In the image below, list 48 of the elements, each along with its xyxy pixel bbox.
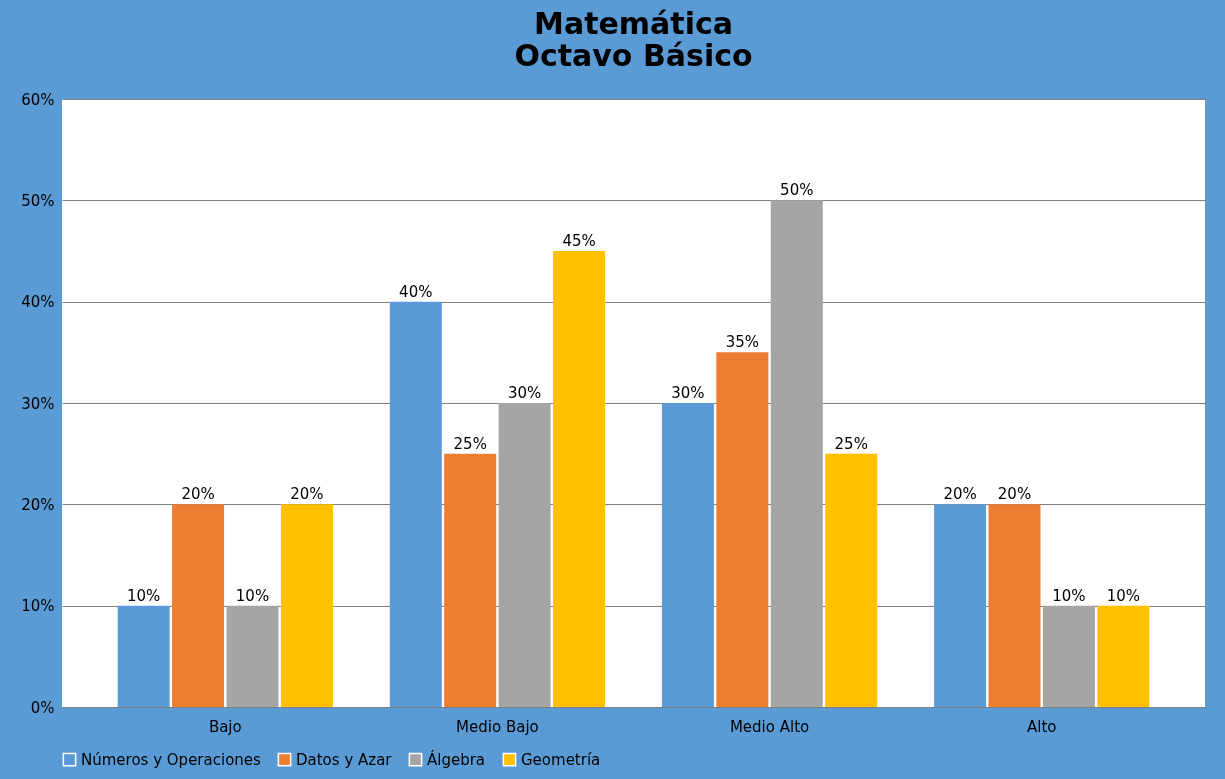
y-tick-label: 60% <box>21 90 55 109</box>
y-tick-label: 40% <box>21 293 55 312</box>
data-label: 10% <box>126 586 161 605</box>
x-tick-label: Medio Bajo <box>456 717 539 736</box>
data-label: 20% <box>290 485 324 504</box>
data-label: 40% <box>399 282 433 301</box>
data-label: 30% <box>507 384 542 402</box>
bar <box>934 504 987 707</box>
data-label: 20% <box>181 485 215 504</box>
bar <box>825 453 878 707</box>
bar <box>280 504 333 707</box>
bar <box>716 352 769 707</box>
data-label: 35% <box>725 333 760 352</box>
x-tick-label: Bajo <box>208 717 242 736</box>
y-tick-label: 50% <box>21 191 55 210</box>
legend-label: Datos y Azar <box>296 750 393 769</box>
y-tick-label: 10% <box>21 597 55 616</box>
data-label: 25% <box>834 434 868 453</box>
bar <box>661 403 714 707</box>
data-label: 10% <box>1052 586 1086 605</box>
bar <box>226 605 279 707</box>
y-tick-label: 30% <box>21 394 55 413</box>
y-tick-label: 0% <box>30 698 55 717</box>
y-tick-label: 20% <box>21 495 55 514</box>
data-label: 25% <box>453 434 487 453</box>
legend-label: Geometría <box>521 750 601 769</box>
bar <box>444 453 497 707</box>
chart-title: Matemática Octavo Básico <box>514 6 753 73</box>
data-label: 50% <box>780 181 814 200</box>
data-label: 20% <box>997 485 1032 504</box>
x-tick-label: Medio Alto <box>729 717 810 736</box>
legend-label: Números y Operaciones <box>81 750 262 769</box>
data-label: 10% <box>1106 586 1141 605</box>
data-label: 30% <box>671 384 705 402</box>
bar <box>1097 605 1150 707</box>
data-label: 20% <box>943 485 977 504</box>
legend-label: Álgebra <box>427 749 486 769</box>
bar <box>1042 605 1095 707</box>
bar <box>389 301 442 707</box>
data-label: 45% <box>562 232 596 250</box>
x-tick-label: Alto <box>1026 717 1057 736</box>
bar <box>117 605 170 707</box>
bar <box>770 200 823 707</box>
bar <box>172 504 225 707</box>
data-label: 10% <box>235 586 270 605</box>
bar <box>988 504 1041 707</box>
bar <box>498 403 551 707</box>
bar <box>553 251 606 707</box>
